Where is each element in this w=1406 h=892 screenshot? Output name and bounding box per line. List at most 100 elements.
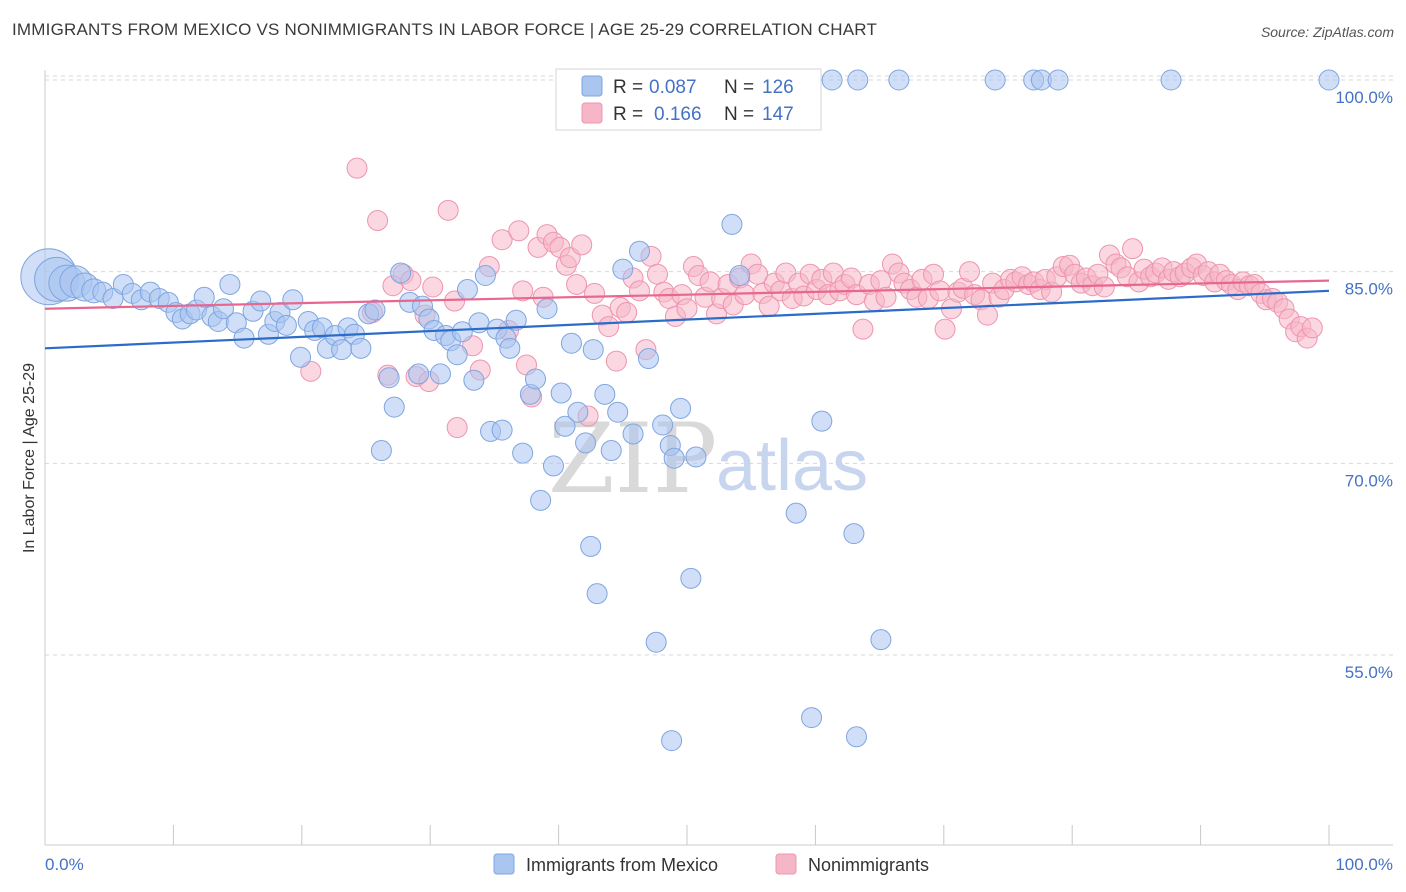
data-point-blue: [350, 337, 372, 359]
data-point-pink: [598, 316, 620, 338]
correlation-legend: R = 0.087 N = 126 R = 0.166 N = 147: [555, 68, 822, 131]
data-point-blue: [530, 489, 552, 511]
data-point-pink: [1122, 238, 1144, 260]
data-point-pink: [976, 304, 998, 326]
data-point-pink: [422, 276, 444, 298]
data-point-pink: [584, 282, 606, 304]
data-point-pink: [646, 263, 668, 285]
series-layer: [20, 69, 1340, 752]
trend-line-blue: [44, 289, 1330, 350]
y-tick-label: 85.0%: [1345, 280, 1393, 299]
data-point-blue: [290, 346, 312, 368]
data-point-pink: [571, 234, 593, 256]
data-point-blue: [390, 262, 412, 284]
y-tick-label: 70.0%: [1345, 471, 1393, 490]
legend-swatch-pink: [581, 102, 603, 124]
data-point-blue: [193, 286, 215, 308]
data-point-blue: [446, 344, 468, 366]
legend-swatch-nonimmigrants: [775, 853, 797, 875]
data-point-pink: [1301, 317, 1323, 339]
legend-r-value: 0.087: [649, 77, 697, 98]
data-point-blue: [821, 69, 843, 91]
data-point-blue: [652, 414, 674, 436]
data-point-blue: [575, 432, 597, 454]
data-point-blue: [645, 631, 667, 653]
data-point-blue: [383, 396, 405, 418]
data-point-blue: [661, 730, 683, 752]
data-point-blue: [491, 419, 513, 441]
data-point-pink: [566, 273, 588, 295]
trend-line-pink: [44, 279, 1330, 310]
data-point-pink: [605, 350, 627, 372]
data-point-blue: [1047, 69, 1069, 91]
data-point-blue: [612, 258, 634, 280]
data-point-blue: [870, 629, 892, 651]
legend-label-nonimmigrants: Nonimmigrants: [808, 855, 929, 875]
y-axis-title: In Labor Force | Age 25-29: [21, 363, 38, 553]
data-point-blue: [622, 423, 644, 445]
legend-r-label: R =: [613, 77, 643, 98]
data-point-blue: [847, 69, 869, 91]
axis-layer: [44, 70, 1393, 846]
data-point-blue: [1160, 69, 1182, 91]
data-point-blue: [845, 726, 867, 748]
data-point-pink: [437, 199, 459, 221]
data-point-blue: [275, 314, 297, 336]
chart-source: Source: ZipAtlas.com: [1260, 24, 1394, 40]
data-point-blue: [811, 410, 833, 432]
data-point-pink: [676, 298, 698, 320]
data-point-blue: [685, 446, 707, 468]
data-point-blue: [628, 240, 650, 262]
data-point-blue: [637, 348, 659, 370]
data-point-blue: [680, 567, 702, 589]
data-point-blue: [550, 382, 572, 404]
data-point-blue: [512, 442, 534, 464]
data-point-blue: [282, 289, 304, 311]
data-point-pink: [508, 220, 530, 242]
data-point-pink: [616, 302, 638, 324]
data-point-pink: [491, 229, 513, 251]
x-tick-label: 100.0%: [1335, 855, 1393, 874]
y-tick-label: 55.0%: [1345, 663, 1393, 682]
legend-r-value: 0.166: [654, 104, 702, 125]
data-point-blue: [408, 363, 430, 385]
grid-layer: [45, 75, 1393, 656]
data-point-blue: [370, 440, 392, 462]
data-point-blue: [785, 502, 807, 524]
chart-title: IMMIGRANTS FROM MEXICO VS NONIMMIGRANTS …: [12, 20, 878, 39]
legend-swatch-blue: [581, 75, 603, 97]
data-point-blue: [721, 213, 743, 235]
tick-layer: 55.0% 70.0% 85.0% 100.0% 0.0% 100.0%: [45, 88, 1393, 874]
data-point-blue: [600, 440, 622, 462]
data-point-blue: [364, 299, 386, 321]
data-point-blue: [843, 523, 865, 545]
data-point-blue: [456, 279, 478, 301]
data-point-pink: [875, 286, 897, 308]
legend-n-label: N =: [724, 104, 754, 125]
data-point-blue: [888, 69, 910, 91]
data-point-blue: [670, 397, 692, 419]
trend-layer: [44, 279, 1330, 350]
data-point-blue: [582, 339, 604, 361]
data-point-blue: [729, 265, 751, 286]
legend-row-blue: R = 0.087 N = 126: [581, 75, 794, 98]
data-point-pink: [346, 157, 368, 179]
data-point-blue: [594, 383, 616, 405]
data-point-blue: [250, 290, 272, 312]
data-point-blue: [663, 447, 685, 469]
data-point-pink: [699, 271, 721, 293]
data-point-blue: [505, 309, 527, 331]
legend-row-pink: R = 0.166 N = 147: [581, 102, 794, 125]
watermark-atlas: atlas: [716, 426, 868, 506]
legend-n-value: 147: [762, 104, 794, 125]
data-point-blue: [801, 707, 823, 729]
series-blue: [20, 69, 1340, 752]
legend-label-immigrants: Immigrants from Mexico: [526, 855, 718, 875]
series-legend: Immigrants from Mexico Nonimmigrants: [493, 853, 929, 875]
data-point-blue: [219, 273, 241, 295]
data-point-blue: [567, 401, 589, 423]
data-point-pink: [929, 280, 951, 302]
data-point-pink: [852, 318, 874, 340]
data-point-pink: [367, 210, 389, 232]
data-point-pink: [628, 280, 650, 302]
